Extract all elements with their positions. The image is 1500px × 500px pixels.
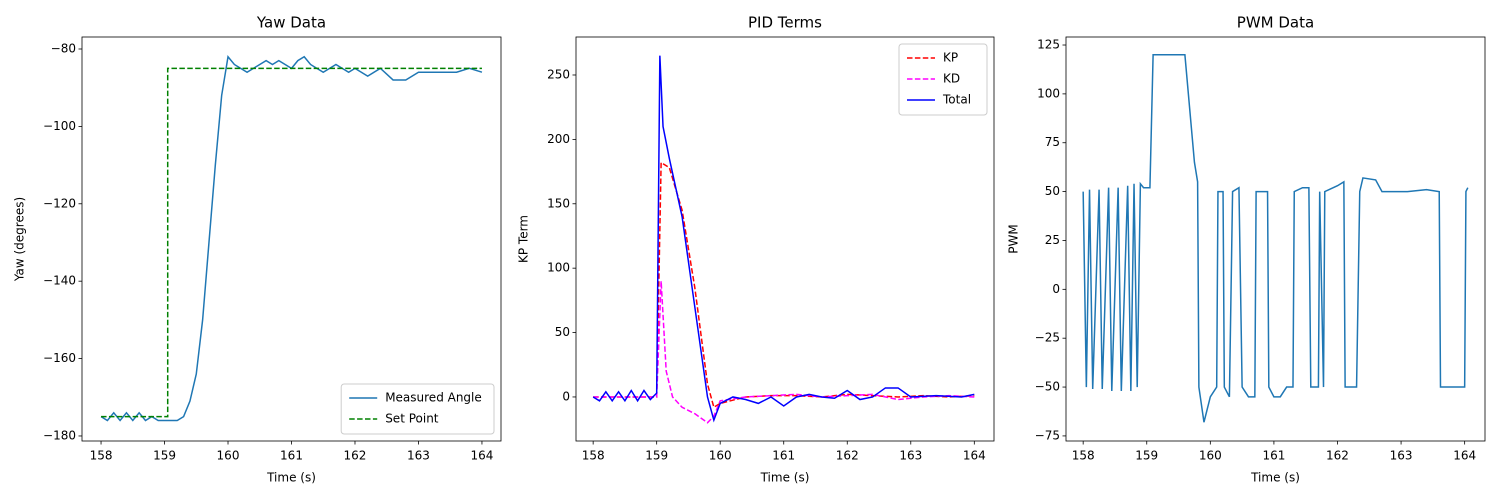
plot-frame <box>575 36 995 442</box>
legend-label: Set Point <box>385 412 439 426</box>
y-tick-label: −75 <box>1035 428 1060 442</box>
x-tick-label: 161 <box>280 449 303 463</box>
series-line <box>1082 54 1469 423</box>
y-tick-label: 150 <box>547 196 570 210</box>
y-tick-label: −50 <box>1035 380 1060 394</box>
y-tick-label: 50 <box>1045 184 1060 198</box>
x-tick-label: 158 <box>90 449 113 463</box>
x-tick-label: 161 <box>1262 449 1285 463</box>
y-tick-label: −140 <box>43 274 76 288</box>
y-tick-label: −160 <box>43 351 76 365</box>
y-tick-label: −180 <box>43 428 76 442</box>
x-tick-label: 160 <box>709 449 732 463</box>
x-axis-label: Time (s) <box>1250 471 1300 485</box>
x-tick-label: 164 <box>963 449 986 463</box>
y-tick-label: 0 <box>1052 282 1060 296</box>
x-axis-label: Time (s) <box>760 471 810 485</box>
x-tick-label: 160 <box>1199 449 1222 463</box>
y-tick-label: 100 <box>1037 86 1060 100</box>
y-tick-label: 75 <box>1045 135 1060 149</box>
series-line <box>100 54 483 422</box>
y-axis-label: KP Term <box>517 215 531 263</box>
x-tick-label: 163 <box>1390 449 1413 463</box>
x-tick-label: 158 <box>1072 449 1095 463</box>
x-tick-label: 163 <box>407 449 430 463</box>
x-tick-label: 162 <box>1326 449 1349 463</box>
x-tick-label: 161 <box>772 449 795 463</box>
x-tick-label: 162 <box>344 449 367 463</box>
y-tick-label: 125 <box>1037 38 1060 52</box>
x-tick-label: 162 <box>836 449 859 463</box>
x-tick-label: 160 <box>217 449 240 463</box>
y-axis-label: Yaw (degrees) <box>13 197 27 282</box>
legend-label: Total <box>942 93 971 107</box>
plot-frame <box>1065 36 1486 442</box>
x-tick-label: 158 <box>582 449 605 463</box>
y-tick-label: 100 <box>547 261 570 275</box>
series-line <box>101 67 482 418</box>
y-tick-label: 250 <box>547 67 570 81</box>
y-tick-label: 50 <box>555 325 570 339</box>
chart-title: PID Terms <box>748 14 822 32</box>
chart-title: Yaw Data <box>256 14 326 32</box>
x-tick-label: 164 <box>1453 449 1476 463</box>
series-line <box>593 281 975 424</box>
x-tick-label: 164 <box>471 449 494 463</box>
plot-frame <box>81 36 502 442</box>
chart-title: PWM Data <box>1237 14 1314 32</box>
series-line <box>592 55 975 423</box>
x-axis-label: Time (s) <box>266 471 316 485</box>
y-tick-label: −120 <box>43 196 76 210</box>
y-axis-label: PWM <box>1007 224 1021 253</box>
legend-label: KP <box>943 51 958 65</box>
legend-label: Measured Angle <box>385 391 482 405</box>
y-tick-label: −25 <box>1035 331 1060 345</box>
x-tick-label: 159 <box>1135 449 1158 463</box>
y-tick-label: 0 <box>562 389 570 403</box>
x-tick-label: 163 <box>899 449 922 463</box>
legend-label: KD <box>943 72 960 86</box>
legend-box <box>898 43 988 116</box>
y-tick-label: −100 <box>43 119 76 133</box>
y-tick-label: −80 <box>51 41 76 55</box>
x-tick-label: 159 <box>153 449 176 463</box>
series-line <box>593 161 975 409</box>
y-tick-label: 200 <box>547 132 570 146</box>
y-tick-label: 25 <box>1045 233 1060 247</box>
legend-box <box>340 383 495 435</box>
x-tick-label: 159 <box>645 449 668 463</box>
